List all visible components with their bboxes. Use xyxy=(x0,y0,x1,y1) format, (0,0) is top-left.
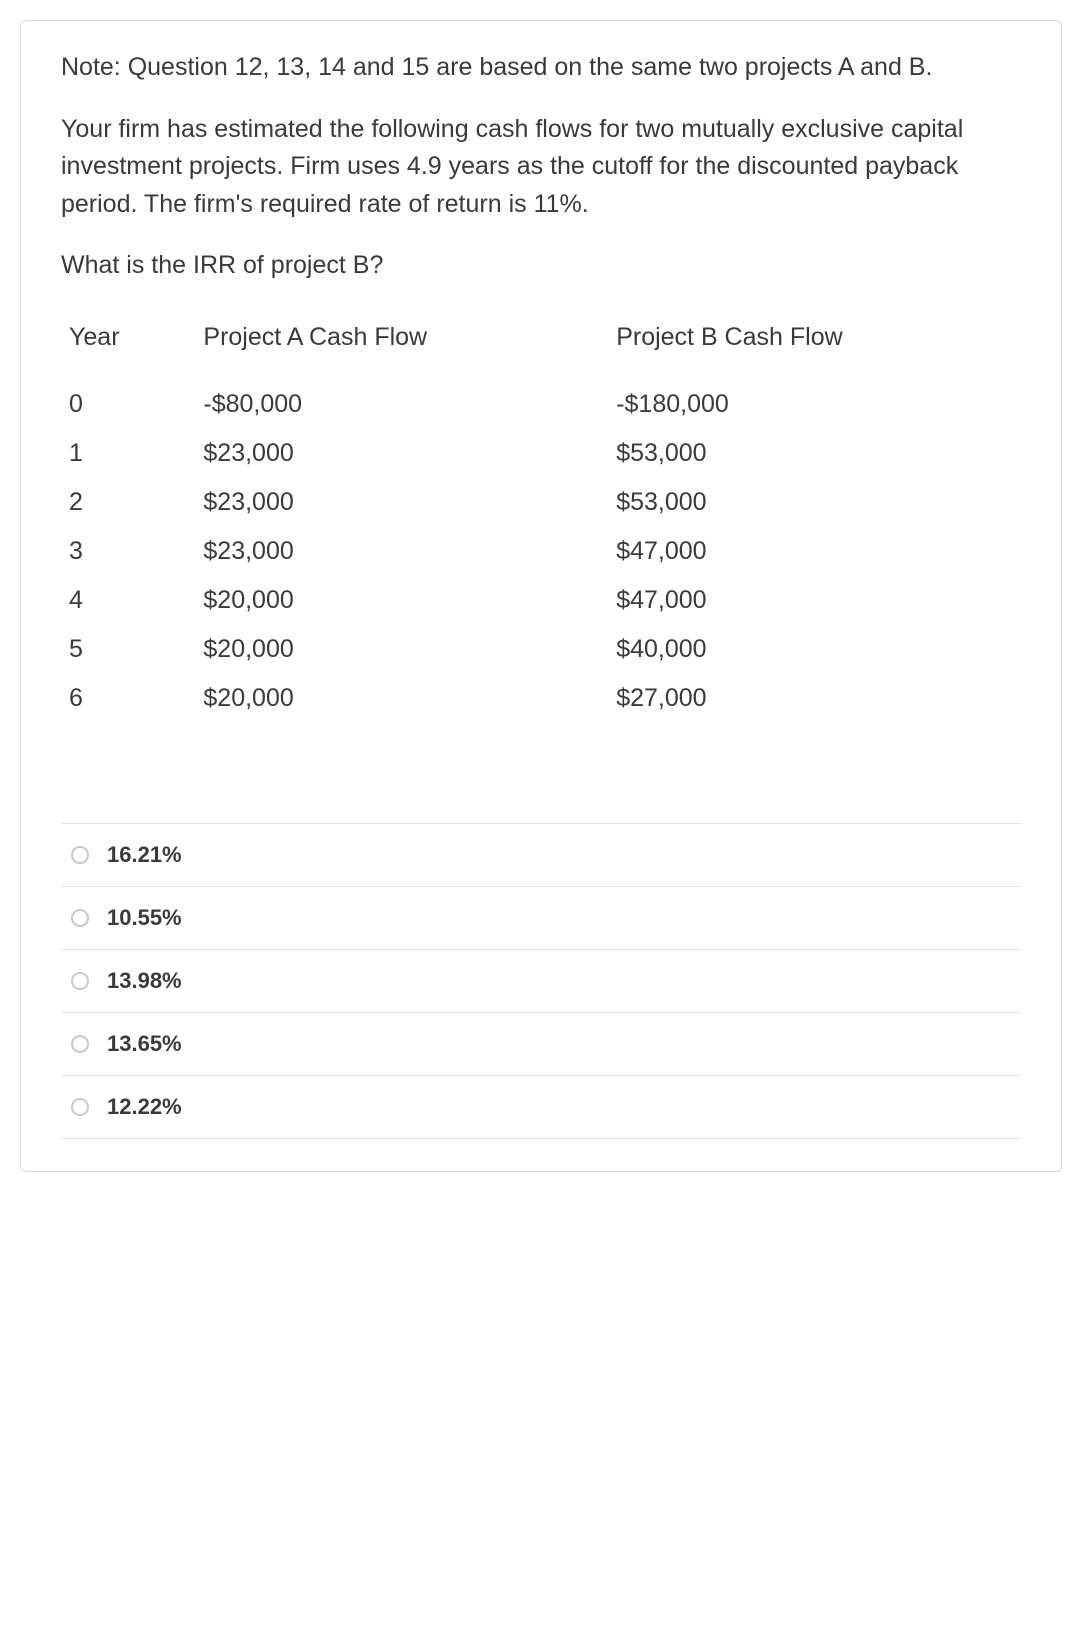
answer-label: 13.65% xyxy=(107,1031,182,1057)
table-row: 1 $23,000 $53,000 xyxy=(61,429,1021,478)
cell-year: 4 xyxy=(61,576,195,625)
col-header-year: Year xyxy=(61,313,195,380)
answer-option[interactable]: 16.21% xyxy=(61,823,1021,886)
cell-project-b: $27,000 xyxy=(608,674,1021,723)
cashflow-table: Year Project A Cash Flow Project B Cash … xyxy=(61,313,1021,723)
cell-year: 1 xyxy=(61,429,195,478)
cell-project-a: $20,000 xyxy=(195,576,608,625)
prompt-text: Your firm has estimated the following ca… xyxy=(61,111,1021,224)
cell-project-b: $40,000 xyxy=(608,625,1021,674)
cell-year: 3 xyxy=(61,527,195,576)
cell-project-b: $53,000 xyxy=(608,429,1021,478)
radio-icon xyxy=(71,1098,89,1116)
cell-year: 0 xyxy=(61,380,195,429)
cell-project-a: $23,000 xyxy=(195,429,608,478)
cell-year: 2 xyxy=(61,478,195,527)
cell-project-a: $23,000 xyxy=(195,478,608,527)
answer-option[interactable]: 13.65% xyxy=(61,1012,1021,1075)
question-card: Note: Question 12, 13, 14 and 15 are bas… xyxy=(20,20,1062,1172)
answer-option[interactable]: 13.98% xyxy=(61,949,1021,1012)
answer-label: 16.21% xyxy=(107,842,182,868)
cell-project-b: $53,000 xyxy=(608,478,1021,527)
table-row: 5 $20,000 $40,000 xyxy=(61,625,1021,674)
answer-option[interactable]: 10.55% xyxy=(61,886,1021,949)
cell-project-b: -$180,000 xyxy=(608,380,1021,429)
table-row: 4 $20,000 $47,000 xyxy=(61,576,1021,625)
cell-project-a: $20,000 xyxy=(195,674,608,723)
cell-project-b: $47,000 xyxy=(608,576,1021,625)
note-text: Note: Question 12, 13, 14 and 15 are bas… xyxy=(61,49,1021,87)
question-text: What is the IRR of project B? xyxy=(61,247,1021,285)
radio-icon xyxy=(71,846,89,864)
cell-project-b: $47,000 xyxy=(608,527,1021,576)
answer-options: 16.21% 10.55% 13.98% 13.65% 12.22% xyxy=(61,823,1021,1139)
answer-option[interactable]: 12.22% xyxy=(61,1075,1021,1139)
table-row: 2 $23,000 $53,000 xyxy=(61,478,1021,527)
answer-label: 13.98% xyxy=(107,968,182,994)
cell-year: 5 xyxy=(61,625,195,674)
table-row: 6 $20,000 $27,000 xyxy=(61,674,1021,723)
radio-icon xyxy=(71,909,89,927)
table-row: 3 $23,000 $47,000 xyxy=(61,527,1021,576)
radio-icon xyxy=(71,972,89,990)
radio-icon xyxy=(71,1035,89,1053)
cell-year: 6 xyxy=(61,674,195,723)
col-header-project-b: Project B Cash Flow xyxy=(608,313,1021,380)
table-header-row: Year Project A Cash Flow Project B Cash … xyxy=(61,313,1021,380)
cell-project-a: -$80,000 xyxy=(195,380,608,429)
col-header-project-a: Project A Cash Flow xyxy=(195,313,608,380)
cell-project-a: $23,000 xyxy=(195,527,608,576)
table-row: 0 -$80,000 -$180,000 xyxy=(61,380,1021,429)
cell-project-a: $20,000 xyxy=(195,625,608,674)
answer-label: 12.22% xyxy=(107,1094,182,1120)
answer-label: 10.55% xyxy=(107,905,182,931)
